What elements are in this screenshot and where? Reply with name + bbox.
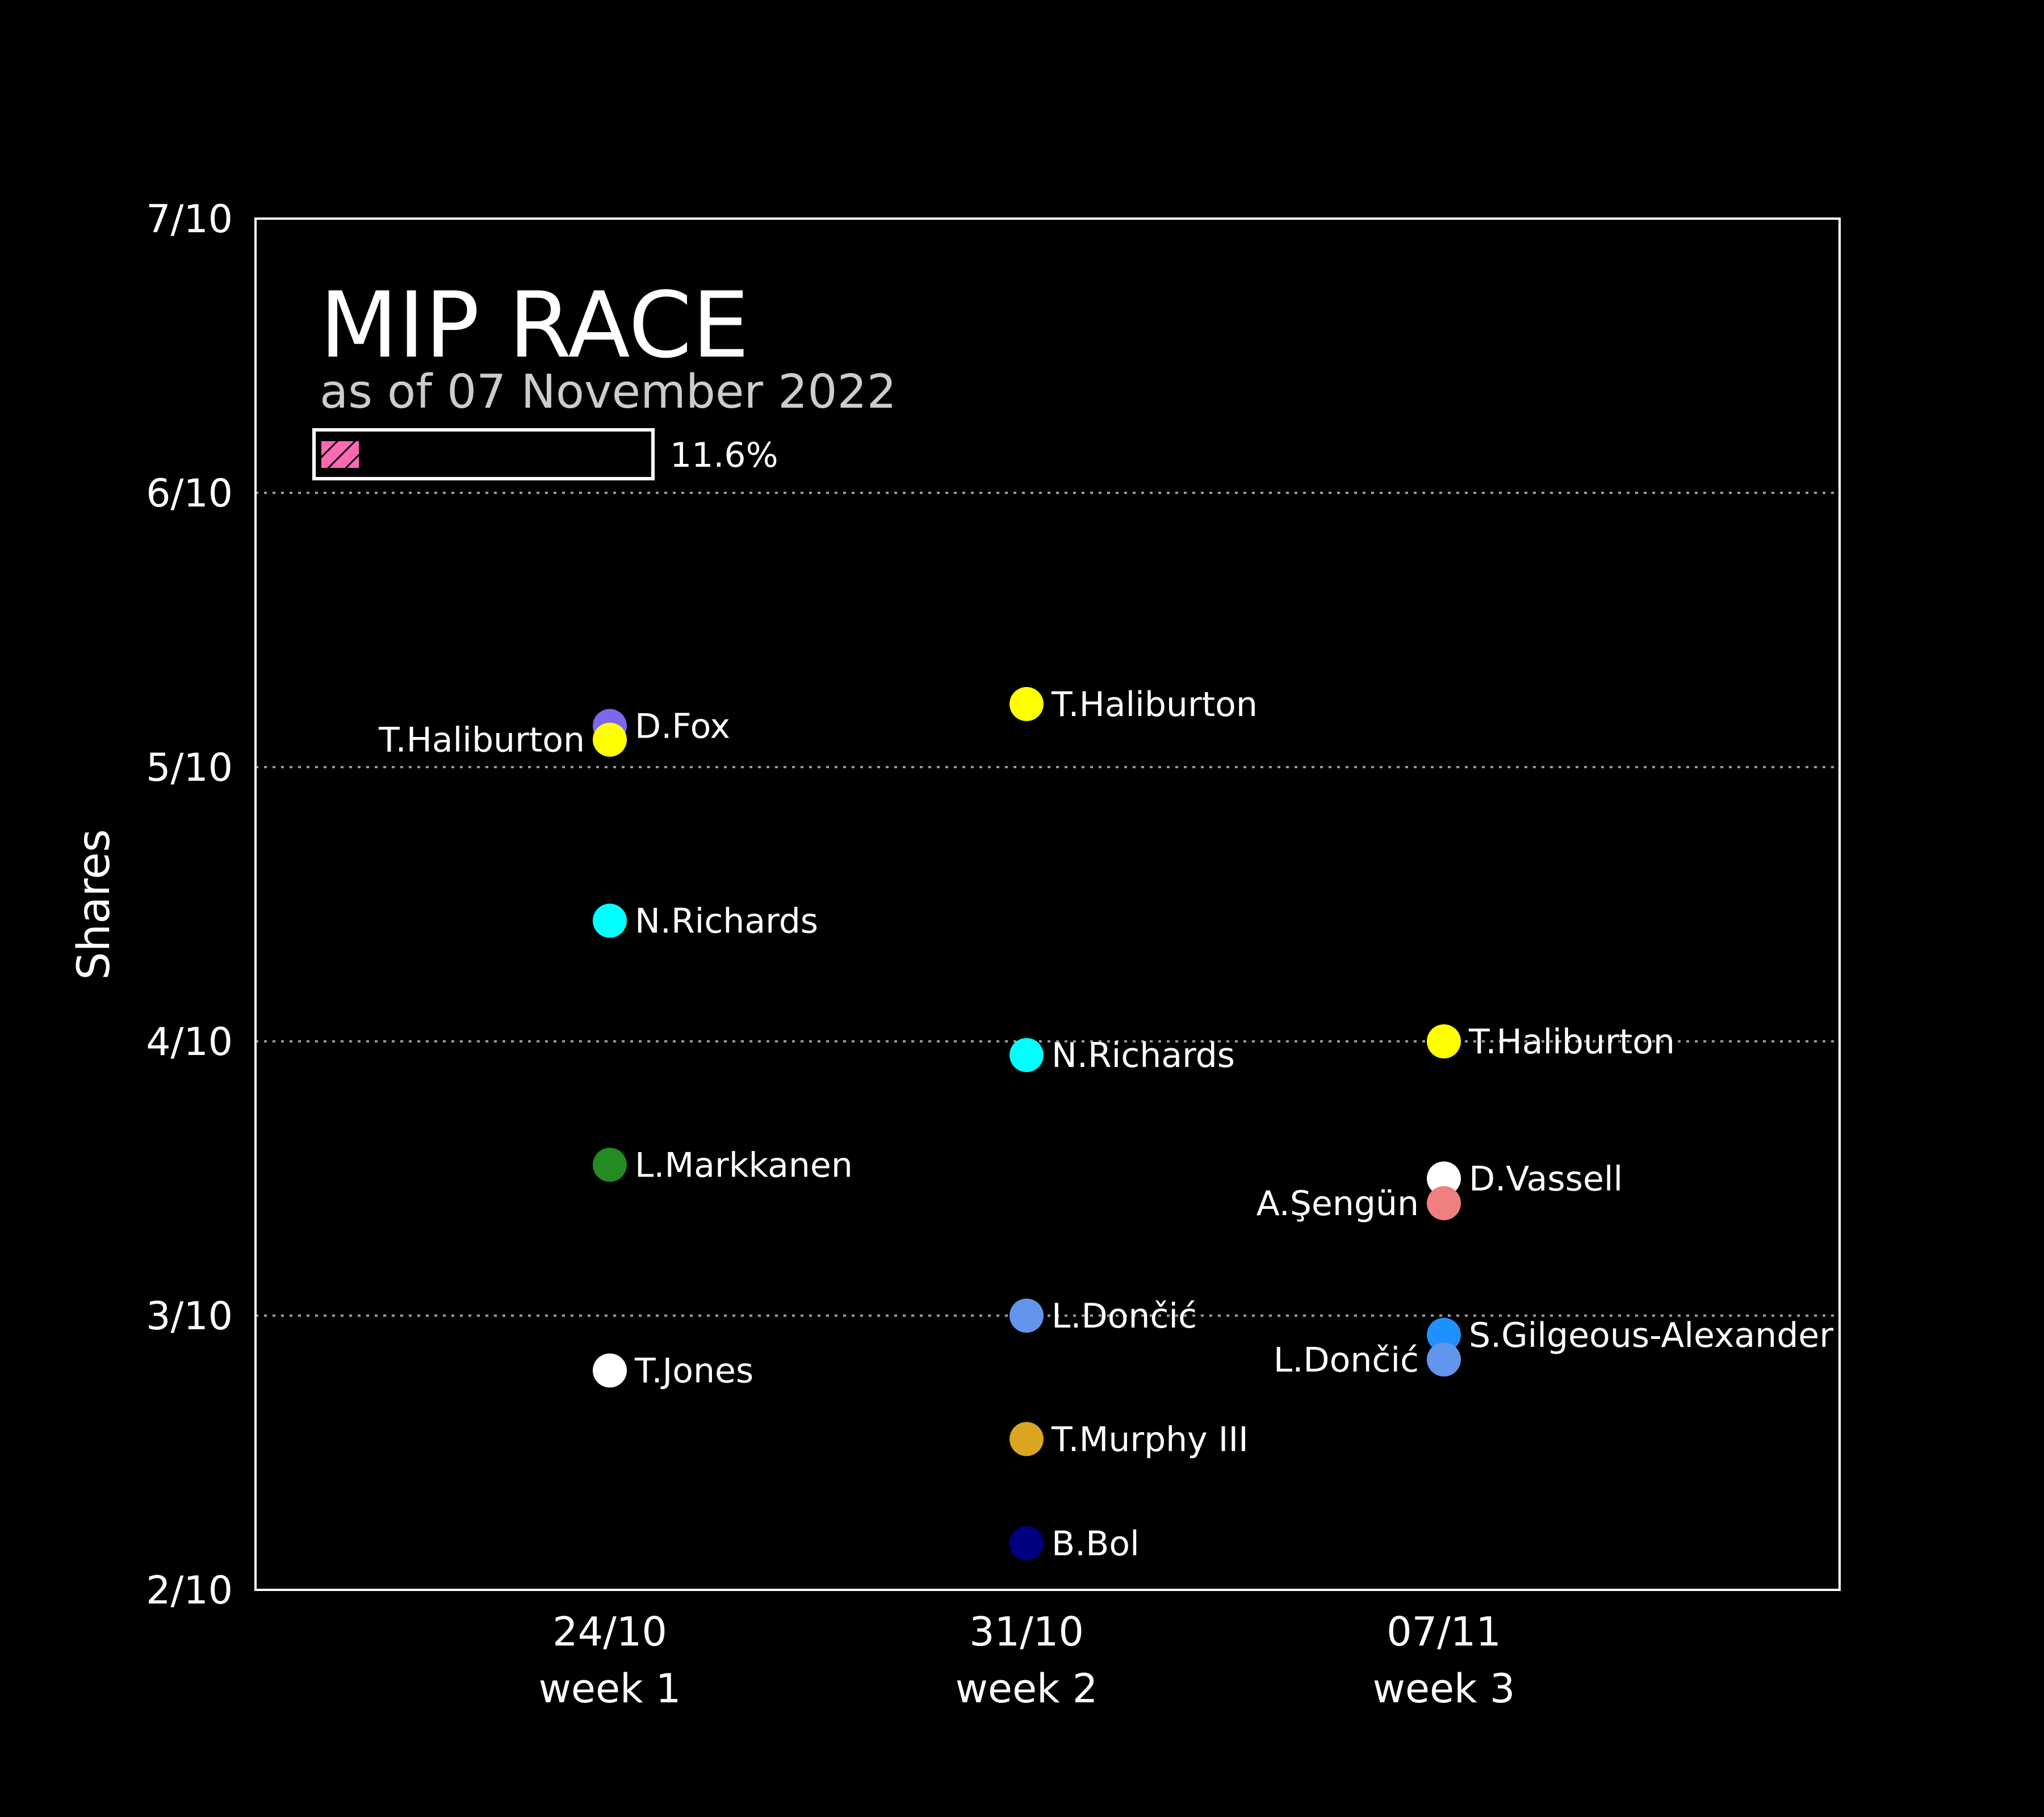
y-tick-label: 4/10 (146, 1020, 233, 1065)
plot-frame (254, 217, 1841, 1591)
data-point (1010, 1299, 1044, 1333)
point-label: L.Dončić (1052, 1296, 1197, 1336)
point-label: L.Markkanen (635, 1145, 853, 1185)
point-label: N.Richards (1052, 1036, 1235, 1075)
data-point (1427, 1317, 1461, 1352)
y-axis-label: Shares (69, 829, 120, 980)
y-tick-label: 3/10 (146, 1294, 233, 1339)
progress-bar: 11.6% (312, 428, 778, 480)
x-tick-week: week 1 (539, 1665, 681, 1712)
point-label: D.Fox (635, 707, 730, 747)
data-point (1427, 1342, 1461, 1377)
data-point (593, 903, 627, 938)
data-point (1010, 686, 1044, 721)
data-point (593, 722, 627, 757)
chart-title: MIP RACE (320, 272, 749, 378)
data-point (593, 1148, 627, 1182)
x-axis-ticks: 24/10 week 1 31/10 week 2 07/11 week 3 (539, 1609, 1515, 1712)
point-label: B.Bol (1052, 1524, 1140, 1564)
y-tick-label: 2/10 (146, 1568, 233, 1613)
y-tick-label: 7/10 (146, 197, 233, 242)
data-points: D.Fox T.Haliburton N.Richards L.Markkanen T.… (378, 685, 1833, 1564)
point-label: T.Haliburton (1468, 1022, 1675, 1062)
point-label: T.Murphy III (1051, 1420, 1249, 1459)
data-point (1427, 1161, 1461, 1196)
data-point (1010, 1422, 1044, 1456)
y-tick-label: 5/10 (146, 746, 233, 790)
data-point (593, 1353, 627, 1388)
point-label: D.Vassell (1469, 1159, 1623, 1199)
data-point (1010, 1526, 1044, 1560)
progress-track (312, 428, 655, 480)
grid-lines (256, 492, 1840, 1317)
point-label: S.Gilgeous-Alexander (1469, 1316, 1833, 1355)
point-label: T.Haliburton (378, 721, 585, 760)
data-point (1010, 1038, 1044, 1073)
data-point (1427, 1024, 1461, 1058)
point-label: A.Şengün (1256, 1184, 1419, 1224)
progress-percent: 11.6% (670, 436, 778, 475)
point-label: T.Jones (634, 1351, 753, 1391)
x-tick-week: week 2 (956, 1665, 1098, 1712)
chart-subtitle: as of 07 November 2022 (320, 365, 897, 419)
data-point (1427, 1186, 1461, 1220)
progress-fill (321, 441, 359, 468)
y-axis-ticks: 2/10 3/10 4/10 5/10 6/10 7/10 (146, 197, 233, 1613)
x-tick-date: 24/10 (552, 1609, 667, 1655)
y-tick-label: 6/10 (146, 471, 233, 516)
x-tick-date: 07/11 (1387, 1609, 1501, 1655)
point-label: L.Dončić (1274, 1340, 1419, 1380)
point-label: T.Haliburton (1051, 685, 1258, 725)
x-tick-week: week 3 (1373, 1665, 1515, 1712)
x-tick-date: 31/10 (969, 1609, 1084, 1655)
point-label: N.Richards (635, 901, 818, 941)
